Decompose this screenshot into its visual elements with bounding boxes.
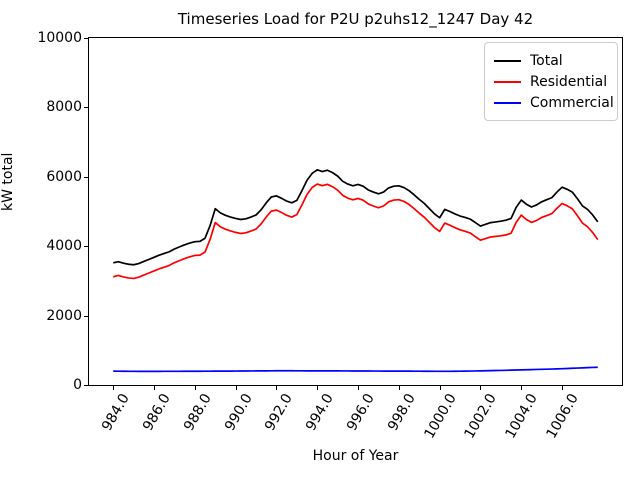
y-tick-label: 2000	[46, 307, 82, 324]
y-tick-label: 6000	[46, 168, 82, 185]
x-tick-label: 994.0	[303, 391, 338, 434]
y-tick-label: 10000	[37, 30, 82, 46]
x-tick-label: 1004.0	[502, 391, 542, 442]
legend-label-total: Total	[530, 52, 563, 69]
x-tick-label: 996.0	[344, 391, 378, 434]
legend-item-commercial: Commercial	[494, 92, 614, 113]
x-tick-mark	[521, 386, 523, 390]
plot-lines-svg	[113, 169, 599, 373]
y-tick-label: 4000	[46, 238, 82, 255]
chart-title: Timeseries Load for P2U p2uhs12_1247 Day…	[177, 10, 534, 28]
residential-line-swatch	[494, 80, 521, 83]
legend-label-commercial: Commercial	[530, 94, 614, 111]
x-tick-mark	[480, 386, 482, 390]
y-tick-mark	[84, 107, 88, 109]
x-tick-mark	[154, 386, 156, 390]
x-tick-mark	[398, 386, 400, 390]
y-tick-mark	[84, 315, 88, 317]
x-axis-label: Hour of Year	[312, 448, 399, 464]
residential-line	[113, 183, 599, 280]
x-tick-mark	[439, 386, 441, 390]
legend-box: Total Residential Commercial	[484, 42, 618, 121]
x-tick-label: 990.0	[221, 391, 256, 434]
total-line	[113, 169, 599, 266]
x-tick-mark	[317, 386, 319, 390]
x-tick-label: 984.0	[99, 391, 134, 434]
commercial-line	[113, 366, 598, 373]
y-tick-mark	[84, 38, 88, 39]
x-tick-label: 988.0	[180, 391, 215, 434]
commercial-line-swatch	[494, 101, 521, 104]
x-tick-mark	[113, 386, 115, 390]
legend-label-residential: Residential	[530, 73, 608, 90]
x-tick-mark	[194, 386, 196, 390]
x-tick-label: 1000.0	[421, 391, 460, 442]
total-line-swatch	[494, 59, 521, 62]
x-tick-label: 1006.0	[543, 391, 582, 442]
x-tick-mark	[562, 386, 564, 390]
x-tick-mark	[235, 386, 237, 390]
y-tick-mark	[84, 385, 88, 386]
x-tick-label: 998.0	[384, 391, 419, 434]
x-tick-label: 1002.0	[461, 391, 501, 442]
y-tick-label: 8000	[46, 99, 82, 116]
y-tick-label: 0	[73, 377, 82, 393]
x-tick-mark	[358, 386, 360, 390]
legend-item-total: Total	[494, 50, 608, 71]
x-tick-label: 986.0	[139, 391, 174, 434]
x-tick-mark	[276, 386, 278, 390]
y-tick-mark	[84, 176, 88, 178]
x-tick-label: 992.0	[262, 391, 297, 434]
y-tick-mark	[84, 246, 88, 248]
legend-item-residential: Residential	[494, 71, 608, 92]
